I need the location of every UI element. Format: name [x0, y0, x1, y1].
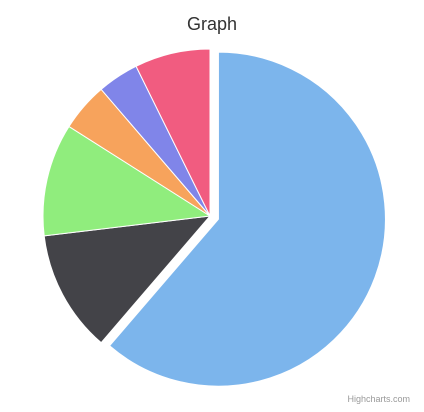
- pie-slice-6[interactable]: [135, 48, 211, 217]
- pie-slice-1[interactable]: [109, 51, 386, 387]
- credits-link[interactable]: Highcharts.com: [347, 394, 410, 404]
- pie-slice-3[interactable]: [42, 126, 211, 237]
- chart-title: Graph: [186, 14, 238, 34]
- pie-slice-2[interactable]: [43, 215, 211, 344]
